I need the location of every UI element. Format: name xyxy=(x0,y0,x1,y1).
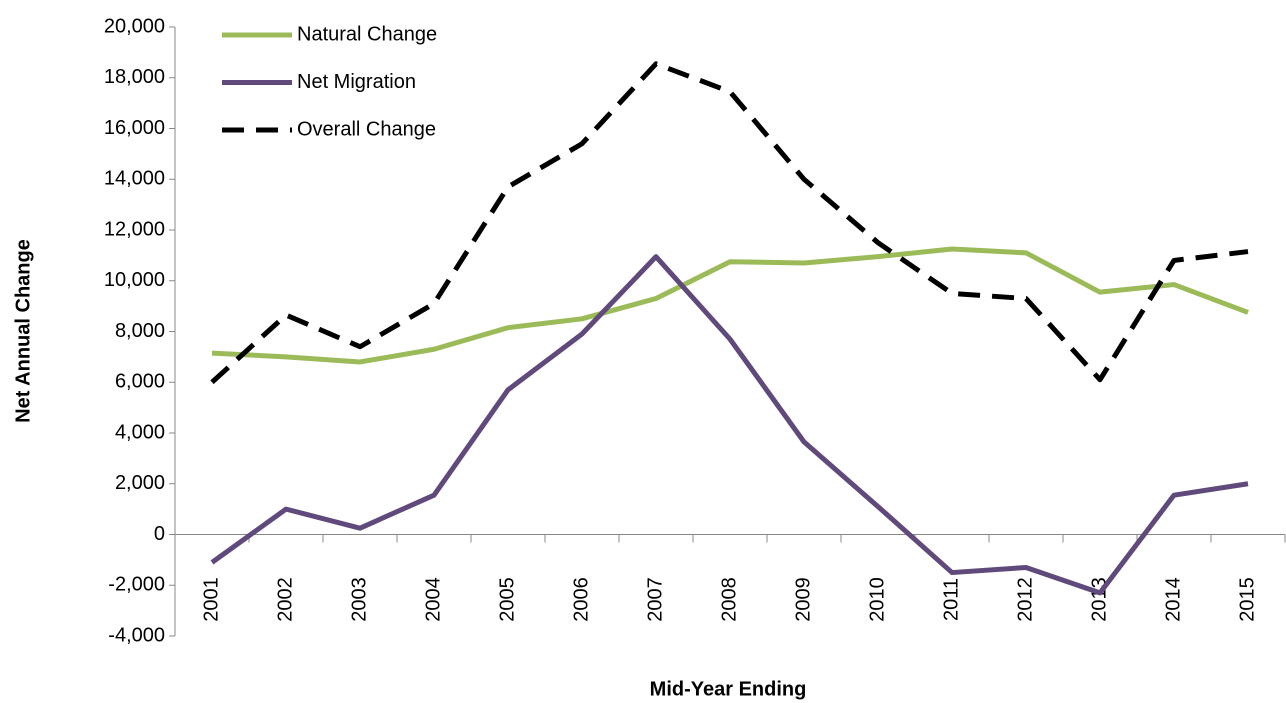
y-tick-label: -4,000 xyxy=(108,624,165,646)
x-tick-label: 2008 xyxy=(718,577,740,622)
y-tick-label: 10,000 xyxy=(104,269,165,291)
x-tick-label: 2011 xyxy=(940,578,962,621)
y-tick-label: 2,000 xyxy=(115,472,165,494)
x-tick-label: 2004 xyxy=(422,577,444,622)
x-tick-label: 2010 xyxy=(866,577,888,622)
x-tick-label: 2003 xyxy=(348,577,370,622)
y-axis-title: Net Annual Change xyxy=(12,239,34,423)
y-tick-label: 12,000 xyxy=(104,218,165,240)
x-tick-label: 2001 xyxy=(200,577,222,622)
x-tick-label: 2012 xyxy=(1014,577,1036,622)
x-axis-title: Mid-Year Ending xyxy=(650,678,807,700)
series-line xyxy=(210,254,1249,596)
x-tick-label: 2014 xyxy=(1162,577,1184,622)
y-tick-label: -2,000 xyxy=(108,574,165,596)
x-tick-label: 2009 xyxy=(792,577,814,622)
legend-label: Overall Change xyxy=(297,118,436,140)
x-tick-label: 2007 xyxy=(644,577,666,622)
y-tick-label: 4,000 xyxy=(115,421,165,443)
y-tick-label: 16,000 xyxy=(104,117,165,139)
x-tick-label: 2002 xyxy=(274,577,296,622)
y-tick-label: 18,000 xyxy=(104,66,165,88)
legend-label: Natural Change xyxy=(297,23,437,45)
x-tick-label: 2015 xyxy=(1236,577,1258,622)
x-tick-label: 2006 xyxy=(570,577,592,622)
series-line xyxy=(211,246,1249,365)
legend-label: Net Migration xyxy=(297,71,416,93)
y-tick-label: 0 xyxy=(154,523,165,545)
y-tick-label: 14,000 xyxy=(104,168,165,190)
y-tick-label: 8,000 xyxy=(115,320,165,342)
series-line xyxy=(210,61,1249,385)
y-tick-label: 6,000 xyxy=(115,371,165,393)
x-tick-label: 2005 xyxy=(496,577,518,622)
y-tick-label: 20,000 xyxy=(104,15,165,37)
